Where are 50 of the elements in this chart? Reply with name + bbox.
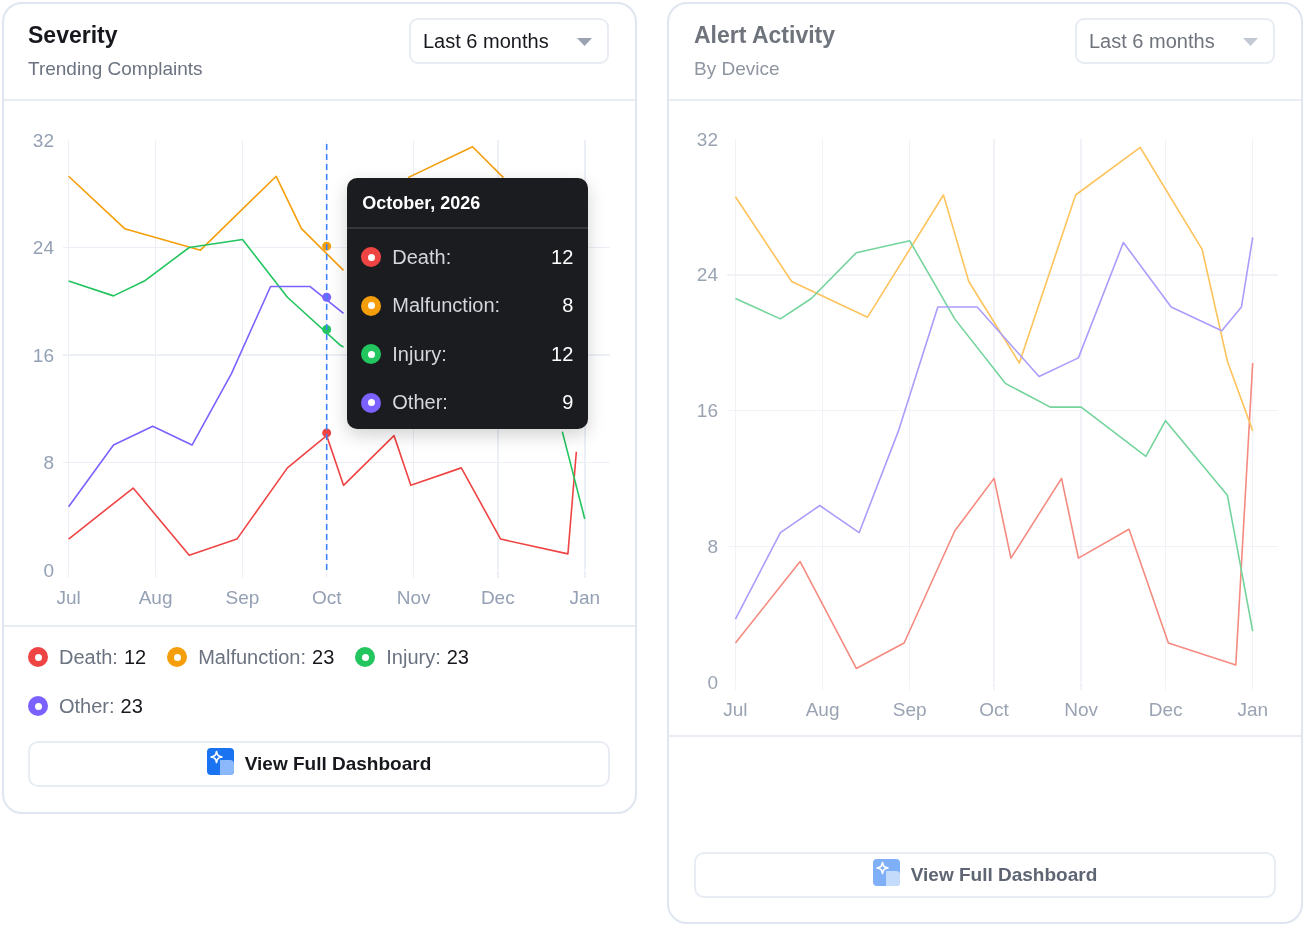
point bbox=[322, 324, 332, 334]
dropdown: Last 6 months bbox=[409, 18, 609, 64]
legend-label: Malfunction: 23 bbox=[198, 645, 335, 669]
line-series bbox=[734, 362, 1254, 670]
y-tick-label: 32 bbox=[32, 129, 54, 151]
y-tick-label: 8 bbox=[707, 535, 718, 557]
x-tick-label: Jul bbox=[56, 586, 81, 608]
legend-label: Other: 23 bbox=[59, 694, 143, 718]
x-tick-label: Dec bbox=[1148, 698, 1183, 720]
annotation: 9 bbox=[562, 391, 574, 415]
y-tick-label: 0 bbox=[707, 671, 718, 693]
x-tick-label: Sep bbox=[892, 698, 927, 720]
x-tick-label: Dec bbox=[480, 586, 515, 608]
point bbox=[322, 292, 332, 302]
chart-subtitle: Trending Complaints bbox=[28, 57, 203, 81]
button: View Full Dashboard bbox=[694, 852, 1276, 898]
legend-label: Injury: 23 bbox=[386, 645, 469, 669]
y-tick-label: 32 bbox=[696, 128, 718, 150]
annotation: 8 bbox=[562, 294, 574, 318]
annotation: Other: bbox=[392, 391, 449, 415]
chart-subtitle: By Device bbox=[694, 57, 780, 81]
line-series bbox=[734, 146, 1254, 432]
x-tick-label: Sep bbox=[225, 586, 260, 608]
chart-title: Alert Activity bbox=[694, 21, 836, 49]
y-tick-label: 24 bbox=[32, 237, 55, 259]
x-tick-label: Aug bbox=[805, 698, 840, 720]
annotation: Malfunction: bbox=[392, 294, 502, 318]
x-tick-label: Jan bbox=[569, 586, 601, 608]
y-tick-label: 0 bbox=[43, 559, 54, 581]
annotation: Death: bbox=[392, 245, 453, 269]
annotation: October, 2026 bbox=[362, 192, 481, 216]
annotation: 12 bbox=[551, 245, 574, 269]
y-tick-label: 24 bbox=[696, 264, 719, 286]
line-series bbox=[67, 285, 345, 508]
x-tick-label: Nov bbox=[1064, 698, 1099, 720]
x-tick-label: Nov bbox=[396, 586, 432, 608]
y-tick-label: 16 bbox=[32, 344, 54, 366]
dropdown: Last 6 months bbox=[1075, 18, 1275, 64]
legend-label: Death: 12 bbox=[59, 645, 147, 669]
y-tick-label: 16 bbox=[696, 400, 718, 422]
x-tick-label: Jul bbox=[723, 698, 748, 720]
x-tick-label: Oct bbox=[311, 586, 343, 608]
button: View Full Dashboard bbox=[28, 741, 610, 787]
y-tick-label: 8 bbox=[43, 452, 54, 474]
x-tick-label: Jan bbox=[1237, 698, 1269, 720]
x-tick-label: Oct bbox=[979, 698, 1010, 720]
x-tick-label: Aug bbox=[138, 586, 173, 608]
annotation: 12 bbox=[551, 342, 574, 366]
chart-title: Severity bbox=[28, 21, 118, 49]
annotation: Injury: bbox=[392, 342, 448, 366]
